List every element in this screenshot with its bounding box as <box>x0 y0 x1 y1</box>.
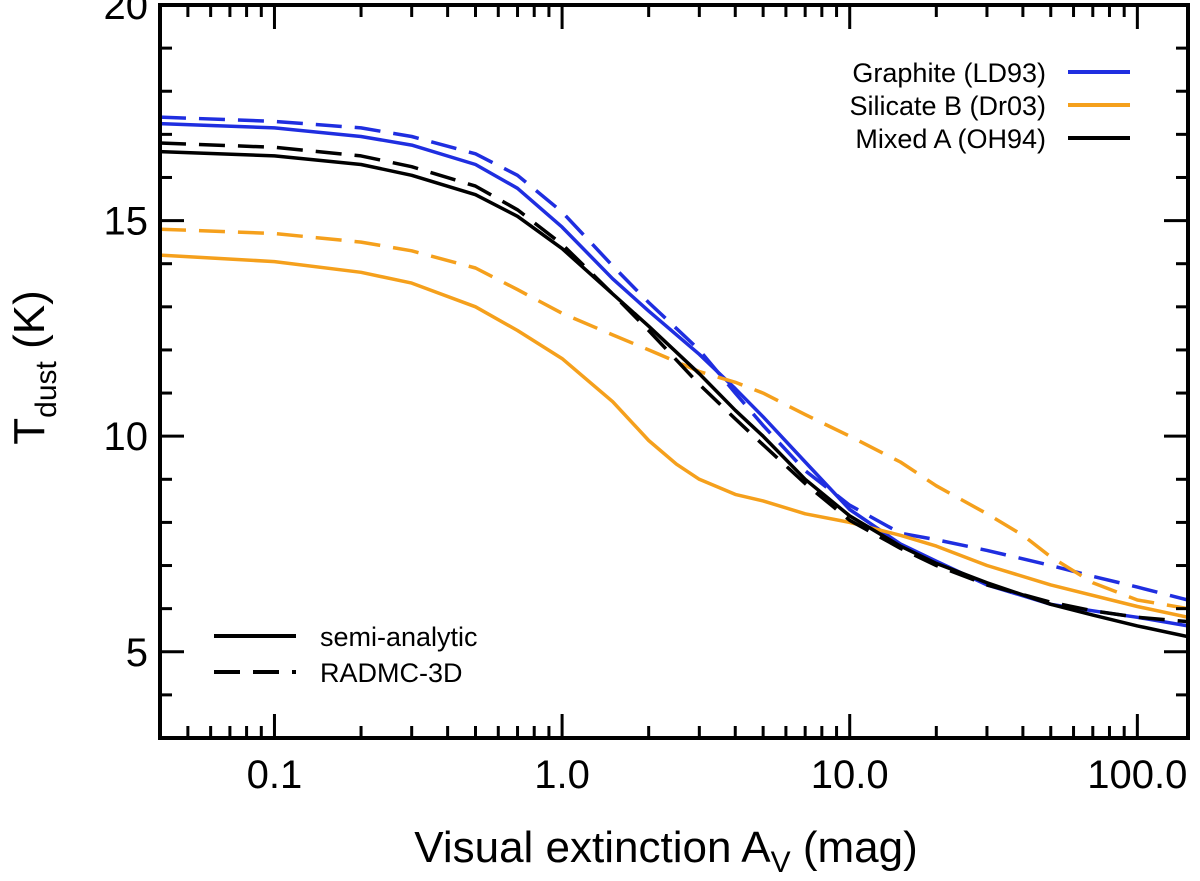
x-tick-label: 1.0 <box>534 753 590 797</box>
y-axis-title-main: T <box>5 418 54 445</box>
plot-frame <box>158 3 1190 740</box>
x-axis-title-main: Visual extinction A <box>414 823 771 872</box>
y-tick-label: 15 <box>104 200 149 244</box>
y-tick-label: 20 <box>104 0 149 28</box>
series-line-silicate-b-dr03-semi-analytic <box>160 253 1188 620</box>
legend-label: Mixed A (OH94) <box>855 124 1046 154</box>
legend-label: Silicate B (Dr03) <box>849 91 1046 121</box>
x-tick-label: 100.0 <box>1087 753 1187 797</box>
series-line-silicate-b-dr03-radmc <box>160 227 1188 611</box>
x-axis: 0.1 1.0 10.0 100.0 <box>158 5 1187 797</box>
x-axis-title: Visual extinction AV (mag) <box>414 823 917 876</box>
series-line-mixed-a-oh94-semi-analytic <box>160 149 1188 639</box>
y-tick-label: 5 <box>126 631 148 675</box>
x-tick-label: 0.1 <box>247 753 303 797</box>
series-group <box>160 115 1188 639</box>
y-axis: 5 10 15 20 <box>104 0 1188 740</box>
series-line-mixed-a-oh94-radmc <box>160 141 1188 624</box>
legend: Graphite (LD93)Silicate B (Dr03)Mixed A … <box>849 58 1130 154</box>
series-line-graphite-ld93-radmc <box>160 115 1188 602</box>
x-tick-label: 10.0 <box>811 753 889 797</box>
legend-label: Graphite (LD93) <box>852 58 1046 88</box>
x-axis-title-unit: (mag) <box>791 823 918 872</box>
y-axis-title: Tdust (K) <box>5 290 63 445</box>
style-legend-label: RADMC-3D <box>320 658 463 688</box>
y-axis-title-subscript: dust <box>30 360 63 417</box>
style-legend: semi-analytic RADMC-3D <box>214 622 478 688</box>
x-axis-title-subscript: V <box>771 846 791 876</box>
style-legend-label: semi-analytic <box>320 622 478 652</box>
y-tick-label: 10 <box>104 415 149 459</box>
y-axis-title-unit: (K) <box>5 290 54 361</box>
series-line-graphite-ld93-semi-analytic <box>160 121 1188 628</box>
